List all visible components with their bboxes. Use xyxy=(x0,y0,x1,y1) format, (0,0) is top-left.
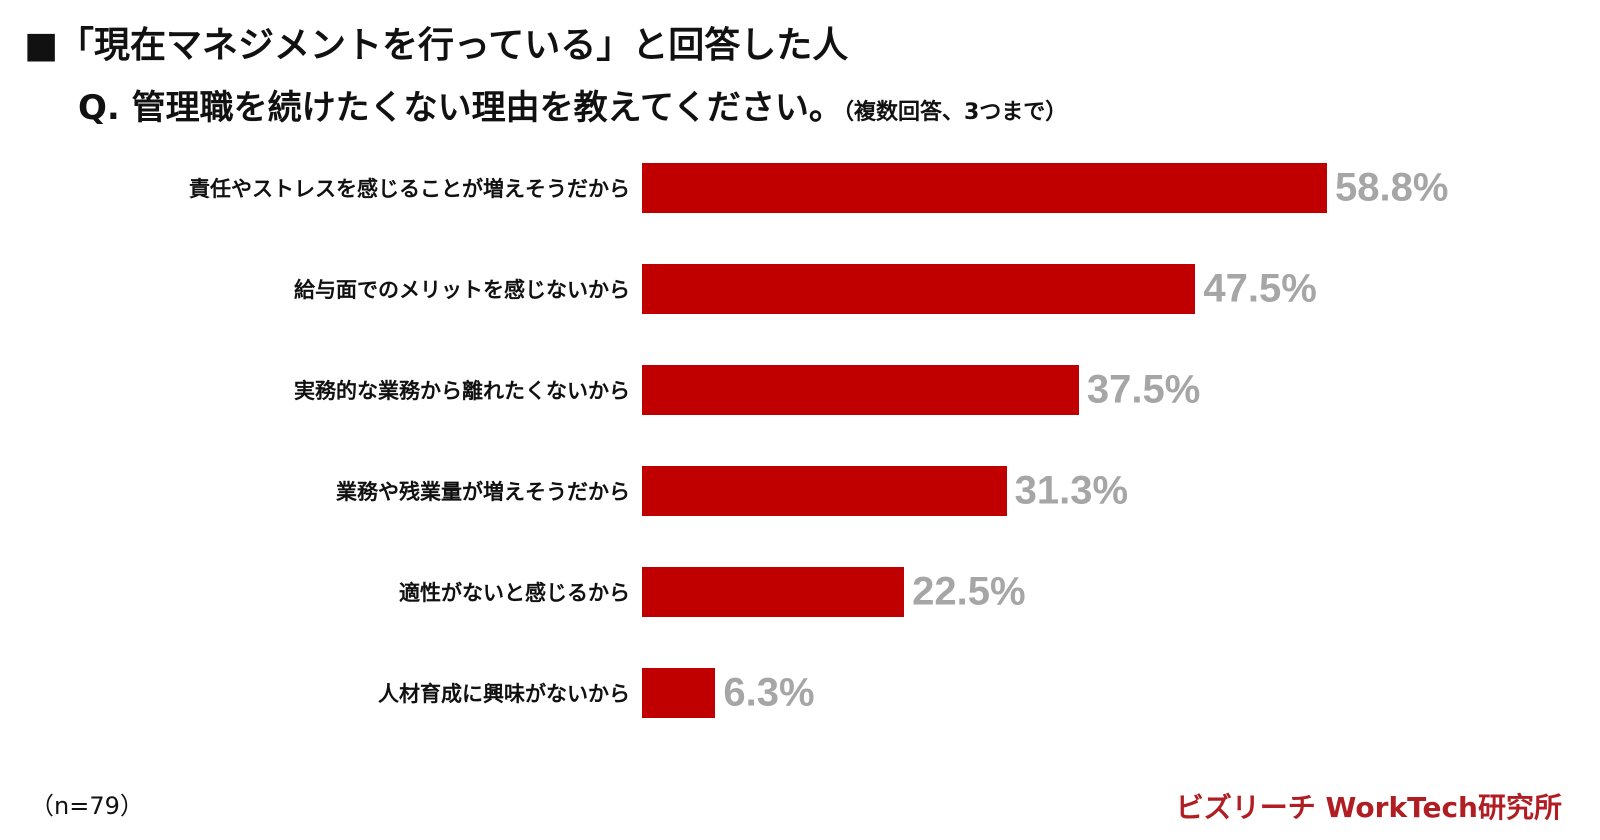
bar xyxy=(642,567,905,617)
bar xyxy=(642,163,1328,213)
category-label: 適性がないと感じるから xyxy=(399,581,630,605)
value-label: 22.5% xyxy=(912,569,1026,614)
category-label: 給与面でのメリットを感じないから xyxy=(294,278,630,302)
question-note: （複数回答、3つまで） xyxy=(842,100,1068,125)
bar xyxy=(642,264,1196,314)
sample-size-note: （n=79） xyxy=(30,792,144,820)
value-label: 31.3% xyxy=(1014,468,1129,513)
bar xyxy=(642,668,716,718)
value-label: 58.8% xyxy=(1335,165,1449,210)
value-label: 37.5% xyxy=(1086,367,1201,412)
brand-logo-text: ビズリーチ WorkTech研究所 xyxy=(1175,791,1562,824)
category-label: 業務や残業量が増えそうだから xyxy=(336,480,630,504)
value-label: 47.5% xyxy=(1203,266,1317,311)
chart-title: ■「現在マネジメントを行っている」と回答した人 xyxy=(24,25,849,66)
value-label: 6.3% xyxy=(723,670,815,715)
category-label: 実務的な業務から離れたくないから xyxy=(294,379,630,403)
question-main: Q. 管理職を続けたくない理由を教えてください。 xyxy=(78,88,843,128)
bar xyxy=(642,365,1079,415)
category-label: 人材育成に興味がないから xyxy=(378,682,630,706)
bar xyxy=(642,466,1007,516)
question-text: Q. 管理職を続けたくない理由を教えてください。（複数回答、3つまで） xyxy=(78,80,1067,129)
category-label: 責任やストレスを感じることが増えそうだから xyxy=(189,177,630,201)
